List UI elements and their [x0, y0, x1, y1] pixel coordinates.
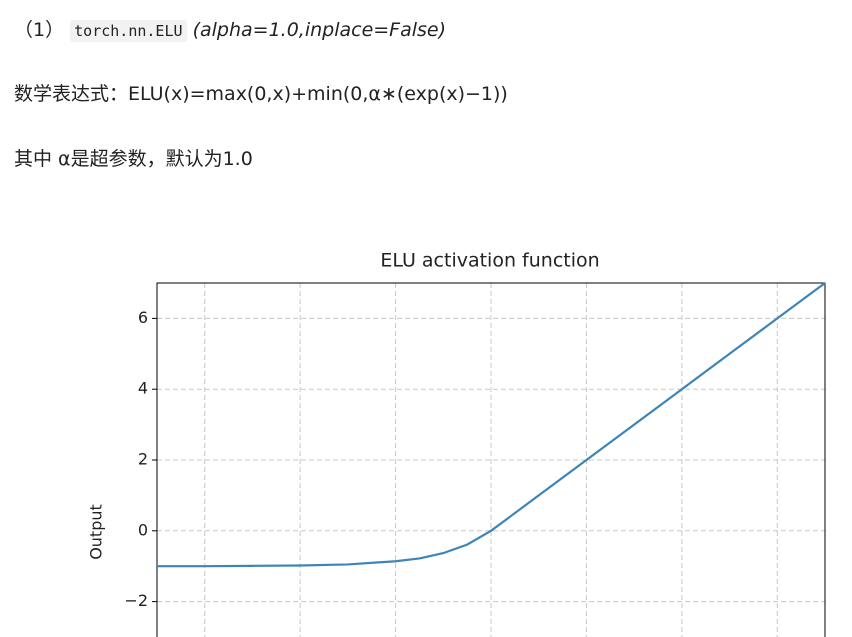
formula: 数学表达式：ELU(x)=max(0,x)+min(0,α∗(exp(x)−1)…: [14, 83, 508, 105]
note: 其中 α是超参数，默认为1.0: [14, 148, 253, 170]
chart-title: ELU activation function: [380, 250, 599, 272]
code: torch.nn.ELU: [70, 20, 187, 42]
y-tick-label: 6: [138, 308, 148, 327]
y-tick-label: −2: [124, 591, 148, 610]
signature: (alpha=1.0,inplace=False): [192, 19, 447, 41]
y-tick-label: 0: [138, 520, 148, 539]
heading-line: （1） torch.nn.ELU (alpha=1.0,inplace=Fals…: [14, 15, 446, 42]
y-tick-label: 4: [138, 379, 148, 398]
axis-frame: [156, 282, 826, 637]
y-tick-label: 2: [138, 450, 148, 469]
item-number: （1）: [14, 19, 65, 41]
line: [157, 282, 826, 568]
y-axis-label: Output: [87, 504, 106, 560]
